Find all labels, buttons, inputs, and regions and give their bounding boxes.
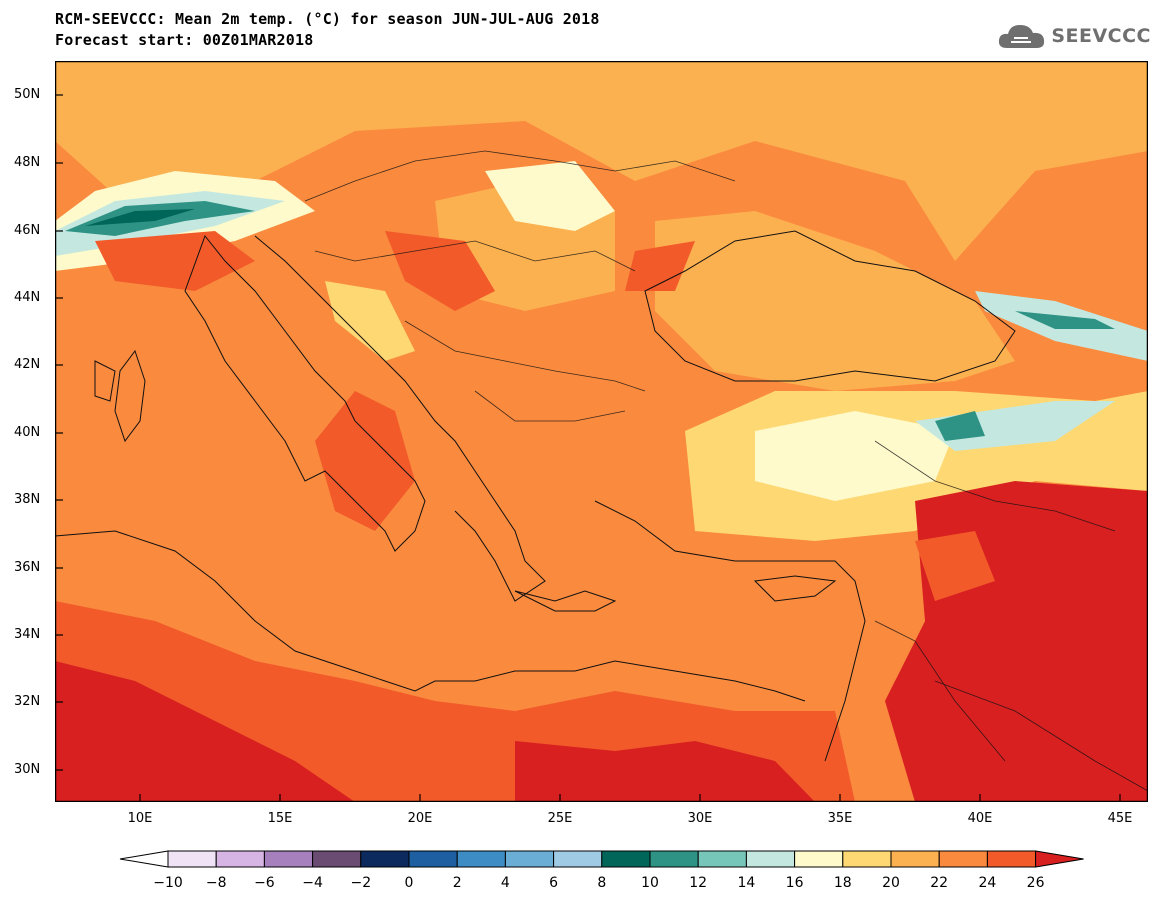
map-title: RCM-SEEVCCC: Mean 2m temp. (°C) for seas…: [55, 10, 600, 28]
colorbar-swatch: [456, 850, 506, 868]
logo-text: SEEVCCC: [1051, 25, 1151, 47]
colorbar-tick-label: 14: [737, 875, 756, 891]
colorbar-swatch: [504, 850, 555, 868]
colorbar-tick-label: 4: [500, 875, 510, 891]
lon-label: 30E: [687, 811, 713, 826]
colorbar-swatch: [360, 850, 410, 868]
lon-label: 40E: [967, 811, 993, 826]
cloud-icon: [999, 25, 1045, 48]
colorbar-tick-label: 26: [1026, 875, 1045, 891]
colorbar-tick-label: 6: [549, 875, 559, 891]
colorbar-swatch: [890, 850, 940, 868]
colorbar-tick-label: 16: [785, 875, 804, 891]
colorbar-tick-label: 22: [930, 875, 949, 891]
colorbar-tick-label: −2: [350, 875, 372, 891]
lon-label: 10E: [127, 811, 153, 826]
colorbar-swatch: [263, 850, 314, 868]
lat-label: 34N: [14, 627, 41, 642]
colorbar-swatch: [553, 850, 603, 868]
colorbar-swatch: [408, 850, 458, 868]
colorbar-tick-label: 12: [689, 875, 708, 891]
forecast-start-label: Forecast start: 00Z01MAR2018: [55, 31, 314, 49]
lat-label: 48N: [14, 155, 41, 170]
colorbar-swatch: [745, 850, 796, 868]
lon-label: 35E: [827, 811, 853, 826]
colorbar-tick-label: 20: [882, 875, 900, 891]
colorbar-swatch: [794, 850, 844, 868]
lon-label: 25E: [547, 811, 573, 826]
colorbar-tick-label: 24: [978, 875, 997, 891]
lat-label: 30N: [14, 762, 41, 777]
lat-label: 44N: [14, 290, 41, 305]
lat-label: 42N: [14, 357, 41, 372]
colorbar-tick-label: 2: [452, 875, 462, 891]
colorbar-tick-label: −6: [254, 875, 275, 891]
lon-label: 20E: [407, 811, 433, 826]
lon-label: 45E: [1107, 811, 1133, 826]
colorbar-swatch: [697, 850, 747, 868]
colorbar-swatch: [938, 850, 988, 868]
colorbar-tick-label: 8: [597, 875, 607, 891]
colorbar-arrow-low: [119, 850, 169, 868]
seevccc-logo: SEEVCCC: [997, 22, 1151, 50]
lat-label: 46N: [14, 223, 41, 238]
lat-label: 38N: [14, 492, 41, 507]
colorbar-swatch: [649, 850, 699, 868]
lat-label: 40N: [14, 425, 41, 440]
colorbar: [119, 850, 1084, 868]
temperature-map: [55, 61, 1148, 802]
colorbar-tick-label: 10: [641, 875, 659, 891]
colorbar-tick-label: 0: [404, 875, 414, 891]
lat-label: 50N: [14, 87, 41, 102]
colorbar-swatch: [215, 850, 265, 868]
lat-label: 36N: [14, 560, 41, 575]
colorbar-swatch: [986, 850, 1037, 868]
lon-label: 15E: [267, 811, 293, 826]
colorbar-tick-label: 18: [833, 875, 852, 891]
colorbar-tick-label: −8: [205, 875, 227, 891]
colorbar-swatch: [312, 850, 362, 868]
colorbar-swatch: [167, 850, 217, 868]
colorbar-arrow-high: [1035, 850, 1084, 868]
colorbar-swatch: [601, 850, 651, 868]
colorbar-swatch: [842, 850, 892, 868]
colorbar-tick-label: −4: [302, 875, 323, 891]
lat-label: 32N: [14, 694, 41, 709]
colorbar-tick-label: −10: [153, 875, 183, 891]
